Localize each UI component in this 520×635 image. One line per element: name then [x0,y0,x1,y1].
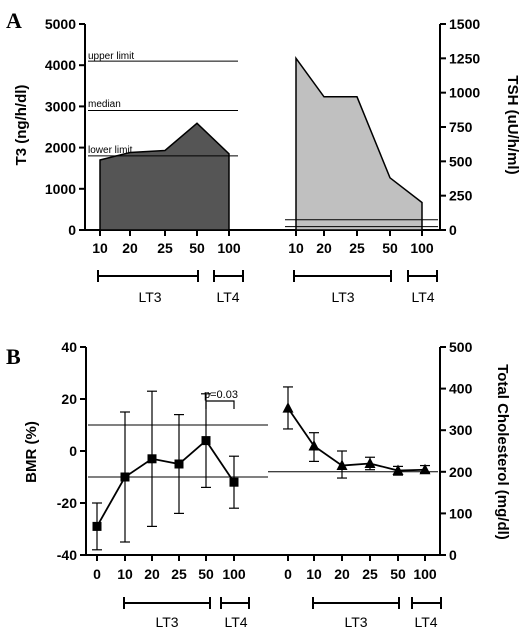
panel-a-x-tick-label: 100 [217,240,241,256]
group-label-b-lt3-left: LT3 [155,614,178,630]
panel-a-left-tick-label: 3000 [45,98,76,114]
bmr-point [147,454,157,464]
group-label-a-lt4-left: LT4 [216,289,239,305]
panel-a-right-tick-label: 1250 [449,50,480,66]
upper-limit-label: upper limit [88,51,134,62]
panel-b-x-tick-label: 100 [413,566,437,582]
panel-a-left-tick-label: 5000 [45,16,76,32]
group-label-a-lt3-left: LT3 [138,289,161,305]
panel-a-left-tick-label: 0 [68,222,76,238]
panel-b-right-tick-label: 100 [449,505,473,521]
panel-a-right-tick-label: 500 [449,153,473,169]
panel-b-letter: B [6,344,21,369]
panel-b-x-tick-label: 20 [334,566,350,582]
group-label-b-lt4-left: LT4 [224,614,247,630]
panel-b-right-tick-label: 200 [449,464,473,480]
panel-b-x-tick-label: 0 [93,566,101,582]
panel-a-letter: A [6,8,22,33]
panel-b-x-tick-label: 10 [306,566,322,582]
panel-b-right-axis-title: Total Cholesterol (mg/dl) [494,364,511,540]
panel-b-left-tick-label: 20 [61,391,77,407]
cholesterol-point [282,402,294,413]
group-label-a-lt3-right: LT3 [331,289,354,305]
group-label-b-lt4-right: LT4 [414,614,437,630]
panel-a-x-tick-label: 25 [349,240,365,256]
panel-a-left-axis-title: T3 (ng/h/dl) [13,85,30,166]
panel-a-x-tick-label: 50 [189,240,205,256]
t3-area [99,122,230,231]
panel-b-left-tick-label: -20 [57,495,77,511]
panel-b-right-tick-label: 0 [449,547,457,563]
panel-a-left-tick-label: 1000 [45,181,76,197]
panel-b-x-tick-label: 0 [284,566,292,582]
panel-b-x-tick-label: 25 [362,566,378,582]
cholesterol-point [419,463,431,475]
panel-a-left-tick-label: 2000 [45,140,76,156]
cholesterol-point [392,464,404,476]
bmr-point [92,521,102,531]
panel-a-x-tick-label: 10 [288,240,304,256]
panel-b-x-tick-label: 25 [171,566,187,582]
panel-a-x-tick-label: 20 [316,240,332,256]
bmr-point [229,477,239,487]
panel-a-right-axis-title: TSH (uU/h/ml) [504,75,520,174]
lower-limit-label: lower limit [88,145,133,156]
panel-b-right-tick-label: 300 [449,422,473,438]
p-value-bracket [205,400,235,409]
cholesterol-point [308,440,320,451]
panel-a-right-tick-label: 750 [449,119,473,135]
panel-a-x-tick-label: 20 [122,240,138,256]
group-label-a-lt4-right: LT4 [411,289,434,305]
panel-b-x-tick-label: 100 [222,566,246,582]
panel-b-left-tick-label: 40 [61,339,77,355]
panel-a-x-tick-label: 100 [410,240,434,256]
panel-a-right-tick-label: 1500 [449,16,480,32]
panel-a-right-tick-label: 1000 [449,85,480,101]
bmr-point [174,459,184,469]
panel-a-x-tick-label: 25 [157,240,173,256]
panel-a-x-tick-label: 10 [92,240,108,256]
panel-a-x-tick-label: 50 [382,240,398,256]
panel-a-right-tick-label: 0 [449,222,457,238]
p-value-label: p=0.03 [204,389,238,401]
median-label: median [88,99,121,110]
panel-a-left-tick-label: 4000 [45,57,76,73]
panel-b-left-tick-label: -40 [57,547,77,563]
cholesterol-point [364,457,376,468]
panel-b-right-tick-label: 500 [449,339,473,355]
panel-b-left-axis-title: BMR (%) [23,421,40,483]
panel-b-x-tick-label: 20 [144,566,160,582]
panel-a-right-tick-label: 250 [449,188,473,204]
cholesterol-point [336,459,348,471]
group-label-b-lt3-right: LT3 [344,614,367,630]
bmr-line [96,439,235,527]
panel-b-left-tick-label: 0 [69,443,77,459]
bmr-point [201,436,211,446]
panel-b-x-tick-label: 50 [390,566,406,582]
panel-b-x-tick-label: 50 [198,566,214,582]
panel-b-x-tick-label: 10 [117,566,133,582]
panel-b-right-tick-label: 400 [449,381,473,397]
cholesterol-line [287,407,426,472]
tsh-area [295,56,423,231]
bmr-point [120,472,130,482]
